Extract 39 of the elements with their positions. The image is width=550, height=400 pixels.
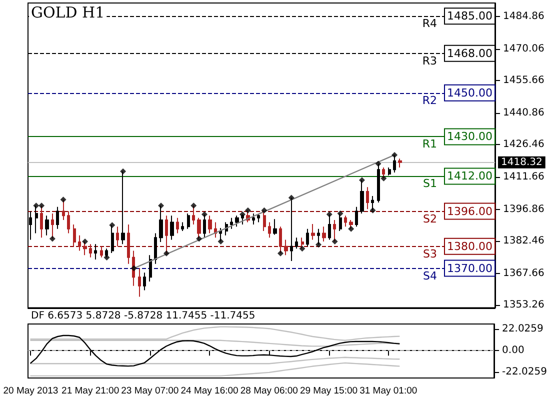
y-tick-label: 1353.26 (503, 300, 544, 310)
x-tick-label: 24 May 16:00 (180, 386, 238, 396)
annotation: 1396.00 (447, 204, 492, 218)
x-tick-label: 23 May 07:00 (121, 386, 179, 396)
ref-line-label: S4 (423, 269, 437, 282)
y-tick-label: -22.0259 (502, 366, 548, 378)
y-tick-label: 1455.66 (503, 74, 544, 86)
ref-line-label: R1 (422, 138, 437, 151)
y-tick-label: 1440.86 (503, 107, 544, 118)
y-tick-label: 22.0259 (502, 324, 544, 335)
annotation: 1380.00 (447, 240, 492, 253)
ref-line-label: R3 (422, 54, 437, 68)
y-tick-label: 1396.86 (503, 204, 544, 215)
annotation: 1485.00 (447, 10, 492, 23)
ref-line-label: S1 (423, 177, 437, 190)
x-tick-label: 28 May 06:00 (240, 386, 298, 396)
x-tick-label: 21 May 21:00 (62, 386, 120, 396)
annotation: 1412.00 (447, 170, 492, 183)
annotation: 1450.00 (447, 86, 492, 100)
y-tick-label: 1484.86 (503, 10, 544, 22)
chart-title: DF 6.6573 5.8728 -5.8728 11.7455 -11.7455 (31, 310, 256, 322)
y-tick-label: 0.00 (502, 345, 524, 356)
ref-line-label: 1418.32 (501, 156, 542, 168)
annotation: 1468.00 (447, 46, 492, 60)
x-tick-label: 31 May 01:00 (360, 386, 418, 396)
x-tick-label: 29 May 15:00 (300, 386, 358, 396)
y-tick-label: 1426.46 (503, 139, 544, 150)
chart-title: GOLD H1 (31, 4, 105, 22)
ref-line-label: S2 (423, 212, 437, 226)
ref-line-label: R4 (422, 17, 437, 30)
y-tick-label: 1382.46 (503, 235, 544, 246)
y-tick-label: 1470.06 (503, 43, 544, 54)
y-tick-label: 1367.66 (503, 268, 544, 279)
y-tick-label: 1411.66 (503, 171, 544, 182)
x-tick-label: 20 May 2013 (3, 386, 58, 396)
annotation: 1370.00 (447, 262, 492, 275)
ref-line-label: S3 (423, 247, 437, 260)
ref-line-label: R2 (422, 94, 437, 107)
annotation: 1430.00 (447, 130, 492, 144)
